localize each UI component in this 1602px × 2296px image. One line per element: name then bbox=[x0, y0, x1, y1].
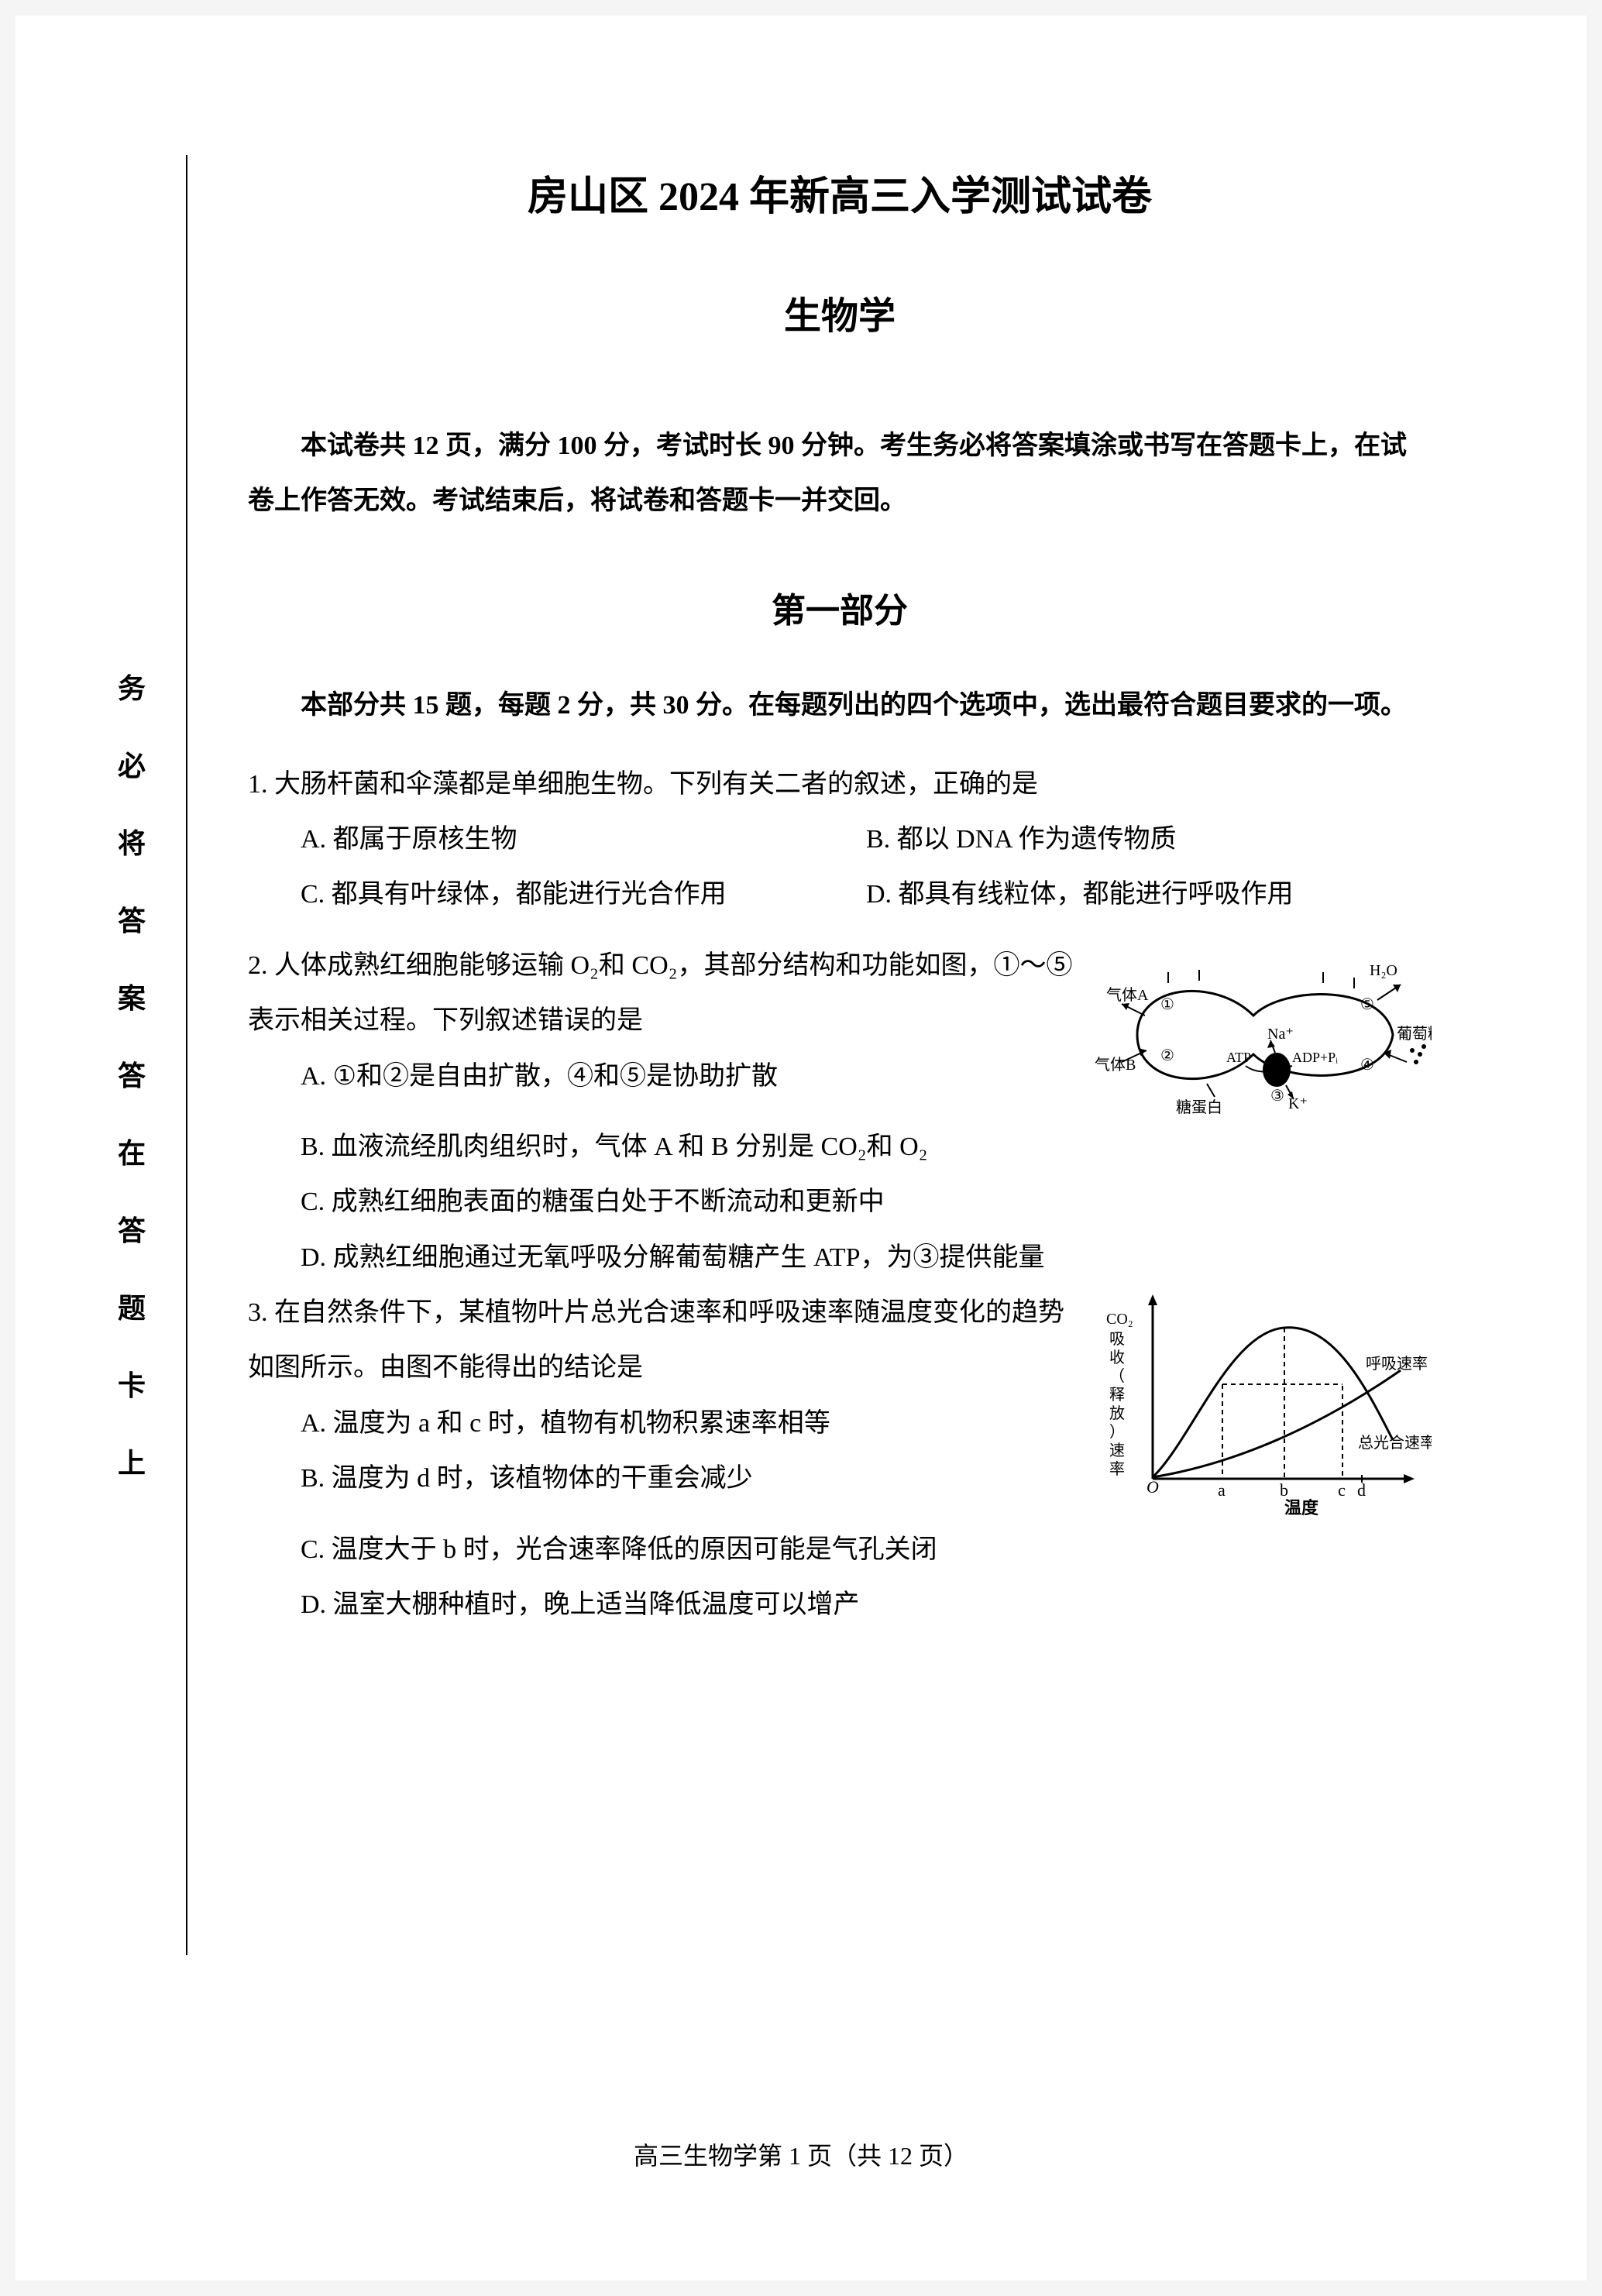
label-na: Na⁺ bbox=[1267, 1026, 1294, 1043]
label-gas-b: 气体B bbox=[1095, 1056, 1136, 1074]
svg-text:④: ④ bbox=[1360, 1057, 1374, 1074]
side-char: 答 bbox=[118, 899, 146, 939]
page-footer: 高三生物学第 1 页（共 12 页） bbox=[15, 2136, 1587, 2172]
section-intro: 本部分共 15 题，每题 2 分，共 30 分。在每题列出的四个选项中，选出最符… bbox=[248, 678, 1432, 733]
x-label: 温度 bbox=[1284, 1498, 1319, 1517]
label-glyco: 糖蛋白 bbox=[1176, 1098, 1222, 1116]
line2-label: 总光合速率 bbox=[1358, 1434, 1432, 1452]
side-char: 案 bbox=[118, 976, 146, 1016]
label-h2o: H₂O bbox=[1370, 962, 1397, 979]
q2-stem: 2. 人体成熟红细胞能够运输 O₂和 CO₂，其部分结构和功能如图，①～⑤表示相… bbox=[248, 938, 1075, 1049]
svg-text:O: O bbox=[1146, 1477, 1159, 1497]
question-3: 3. 在自然条件下，某植物叶片总光合速率和呼吸速率随温度变化的趋势如图所示。由图… bbox=[248, 1285, 1432, 1507]
q2-option-a: A. ①和②是自由扩散，④和⑤是协助扩散 bbox=[301, 1049, 1075, 1104]
y-label: CO₂ bbox=[1106, 1311, 1133, 1328]
side-char: 题 bbox=[118, 1286, 146, 1326]
question-1: 1. 大肠杆菌和伞藻都是单细胞生物。下列有关二者的叙述，正确的是 A. 都属于原… bbox=[248, 757, 1432, 923]
q3-figure: O CO₂ 吸 收 （ 释 放 ） 速 率 温度 bbox=[1098, 1285, 1432, 1537]
svg-text:放: 放 bbox=[1109, 1404, 1125, 1422]
label-atp: ATP bbox=[1226, 1050, 1251, 1065]
content-area: 房山区 2024 年新高三入学测试试卷 生物学 本试卷共 12 页，满分 100… bbox=[248, 155, 1432, 1632]
side-char: 答 bbox=[118, 1208, 146, 1249]
svg-text:速: 速 bbox=[1109, 1442, 1125, 1459]
q3-stem: 3. 在自然条件下，某植物叶片总光合速率和呼吸速率随温度变化的趋势如图所示。由图… bbox=[248, 1285, 1075, 1396]
side-char: 将 bbox=[118, 821, 146, 861]
q3-option-a: A. 温度为 a 和 c 时，植物有机物积累速率相等 bbox=[301, 1396, 1075, 1451]
q2-options: A. ①和②是自由扩散，④和⑤是协助扩散 bbox=[248, 1049, 1075, 1104]
side-char: 必 bbox=[118, 744, 146, 784]
q3-option-d: D. 温室大棚种植时，晚上适当降低温度可以增产 bbox=[301, 1577, 1432, 1632]
q1-stem: 1. 大肠杆菌和伞藻都是单细胞生物。下列有关二者的叙述，正确的是 bbox=[248, 757, 1432, 812]
rate-chart: O CO₂ 吸 收 （ 释 放 ） 速 率 温度 bbox=[1098, 1285, 1432, 1517]
q1-options: A. 都属于原核生物 B. 都以 DNA 作为遗传物质 C. 都具有叶绿体，都能… bbox=[248, 812, 1432, 923]
q1-option-c: C. 都具有叶绿体，都能进行光合作用 bbox=[301, 867, 866, 922]
svg-text:③: ③ bbox=[1270, 1088, 1284, 1105]
section-title: 第一部分 bbox=[248, 576, 1432, 647]
label-glucose: 葡萄糖 bbox=[1397, 1025, 1432, 1043]
exam-title: 房山区 2024 年新高三入学测试试卷 bbox=[248, 155, 1432, 239]
vertical-divider bbox=[186, 155, 187, 1955]
q2-option-d: D. 成熟红细胞通过无氧呼吸分解葡萄糖产生 ATP，为③提供能量 bbox=[301, 1230, 1432, 1285]
subject-title: 生物学 bbox=[248, 278, 1432, 356]
q3-options-rest: C. 温度大于 b 时，光合速率降低的原因可能是气孔关闭 D. 温室大棚种植时，… bbox=[248, 1522, 1432, 1633]
tick-b: b bbox=[1280, 1480, 1288, 1500]
cell-diagram: 气体A ① ② 气体B H₂O ⑤ 葡萄糖 ④ ③ K⁺ Na⁺ bbox=[1091, 946, 1432, 1124]
q3-option-b: B. 温度为 d 时，该植物体的干重会减少 bbox=[301, 1451, 1075, 1506]
svg-text:）: ） bbox=[1109, 1423, 1125, 1441]
exam-page: 务 必 将 答 案 答 在 答 题 卡 上 房山区 2024 年新高三入学测试试… bbox=[15, 15, 1587, 2281]
q3-options-top: A. 温度为 a 和 c 时，植物有机物积累速率相等 B. 温度为 d 时，该植… bbox=[248, 1396, 1075, 1507]
side-char: 卡 bbox=[118, 1363, 146, 1404]
q1-option-d: D. 都具有线粒体，都能进行呼吸作用 bbox=[866, 867, 1432, 922]
label-adp: ADP+Pᵢ bbox=[1292, 1050, 1338, 1065]
side-note: 务 必 将 答 案 答 在 答 题 卡 上 bbox=[116, 666, 147, 1481]
side-char: 上 bbox=[118, 1441, 146, 1481]
svg-text:K⁺: K⁺ bbox=[1288, 1095, 1308, 1112]
svg-text:率: 率 bbox=[1109, 1460, 1125, 1478]
svg-text:释: 释 bbox=[1109, 1386, 1125, 1404]
q2-figure: 气体A ① ② 气体B H₂O ⑤ 葡萄糖 ④ ③ K⁺ Na⁺ bbox=[1091, 946, 1432, 1143]
tick-d: d bbox=[1357, 1480, 1366, 1500]
line1-label: 呼吸速率 bbox=[1366, 1355, 1428, 1373]
svg-text:②: ② bbox=[1160, 1047, 1174, 1064]
q2-option-c: C. 成熟红细胞表面的糖蛋白处于不断流动和更新中 bbox=[301, 1174, 1432, 1229]
tick-c: c bbox=[1338, 1480, 1346, 1500]
tick-a: a bbox=[1218, 1480, 1226, 1500]
q1-option-b: B. 都以 DNA 作为遗传物质 bbox=[866, 812, 1432, 867]
side-char: 在 bbox=[118, 1131, 146, 1171]
q2-options-rest: B. 血液流经肌肉组织时，气体 A 和 B 分别是 CO₂和 O₂ C. 成熟红… bbox=[248, 1119, 1432, 1285]
svg-text:吸: 吸 bbox=[1109, 1331, 1125, 1348]
svg-text:⑤: ⑤ bbox=[1360, 996, 1374, 1013]
q1-option-a: A. 都属于原核生物 bbox=[301, 812, 866, 867]
side-char: 答 bbox=[118, 1053, 146, 1094]
svg-text:收: 收 bbox=[1109, 1349, 1125, 1366]
label-gas-a: 气体A bbox=[1106, 986, 1149, 1004]
question-2: 2. 人体成熟红细胞能够运输 O₂和 CO₂，其部分结构和功能如图，①～⑤表示相… bbox=[248, 938, 1432, 1104]
svg-text:①: ① bbox=[1160, 996, 1174, 1013]
side-char: 务 bbox=[118, 666, 146, 706]
svg-text:（: （ bbox=[1109, 1367, 1125, 1385]
intro-text: 本试卷共 12 页，满分 100 分，考试时长 90 分钟。考生务必将答案填涂或… bbox=[248, 418, 1432, 529]
